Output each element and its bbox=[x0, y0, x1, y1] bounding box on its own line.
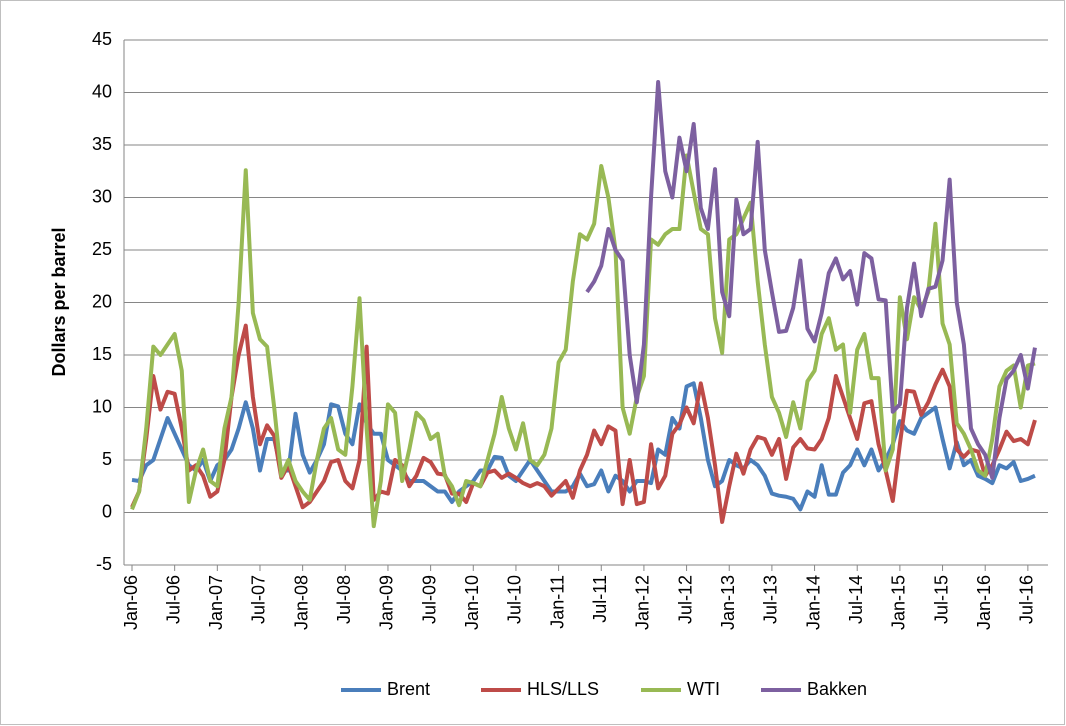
x-tick-label: Jul-14 bbox=[846, 575, 866, 624]
y-axis-label: Dollars per barrel bbox=[49, 227, 69, 376]
x-tick-label: Jan-10 bbox=[462, 575, 482, 630]
legend-label: HLS/LLS bbox=[527, 679, 599, 699]
series-line bbox=[585, 80, 1037, 480]
x-tick-label: Jan-13 bbox=[718, 575, 738, 630]
y-tick-label: 0 bbox=[102, 501, 112, 521]
x-tick-label: Jul-07 bbox=[249, 575, 269, 624]
y-tick-label: 15 bbox=[92, 344, 112, 364]
y-tick-label: 10 bbox=[92, 396, 112, 416]
x-tick-label: Jul-15 bbox=[931, 575, 951, 624]
y-tick-label: -5 bbox=[96, 554, 112, 574]
y-tick-label: 40 bbox=[92, 81, 112, 101]
x-tick-label: Jul-08 bbox=[334, 575, 354, 624]
series-line bbox=[130, 153, 1036, 529]
x-tick-label: Jul-13 bbox=[761, 575, 781, 624]
x-tick-label: Jul-12 bbox=[675, 575, 695, 624]
y-tick-label: 30 bbox=[92, 186, 112, 206]
x-tick-label: Jan-14 bbox=[803, 575, 823, 630]
x-tick-label: Jul-10 bbox=[505, 575, 525, 624]
legend-label: WTI bbox=[687, 679, 720, 699]
y-tick-label: 20 bbox=[92, 291, 112, 311]
y-tick-label: 25 bbox=[92, 239, 112, 259]
y-tick-label: 45 bbox=[92, 29, 112, 49]
x-tick-label: Jul-09 bbox=[419, 575, 439, 624]
x-tick-label: Jan-06 bbox=[121, 575, 141, 630]
y-tick-label: 35 bbox=[92, 134, 112, 154]
x-tick-label: Jul-11 bbox=[590, 575, 610, 623]
x-tick-label: Jan-11 bbox=[547, 575, 567, 629]
legend-label: Bakken bbox=[807, 679, 867, 699]
x-tick-label: Jan-12 bbox=[633, 575, 653, 630]
x-tick-label: Jan-08 bbox=[291, 575, 311, 630]
x-tick-label: Jan-16 bbox=[974, 575, 994, 630]
x-tick-label: Jul-06 bbox=[163, 575, 183, 624]
x-tick-label: Jul-16 bbox=[1017, 575, 1037, 624]
legend-label: Brent bbox=[387, 679, 430, 699]
x-tick-label: Jan-07 bbox=[206, 575, 226, 630]
x-tick-label: Jan-09 bbox=[377, 575, 397, 630]
x-tick-label: Jan-15 bbox=[889, 575, 909, 630]
y-tick-label: 5 bbox=[102, 449, 112, 469]
